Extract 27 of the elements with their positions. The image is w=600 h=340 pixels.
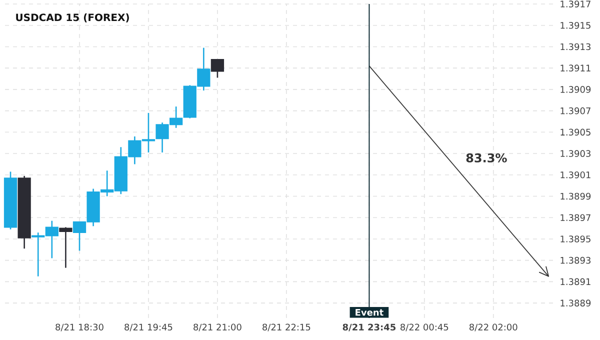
x-tick-label: 8/21 22:15	[262, 324, 310, 332]
y-tick-label: 1.3907	[560, 107, 590, 114]
ref-line-label: Event	[356, 309, 384, 316]
y-tick-label: 1.3899	[560, 192, 591, 200]
y-tick-label: 1.3901	[560, 171, 590, 178]
text: USDCAD 15 (FOREX)	[16, 13, 129, 22]
y-tick-label: 1.3897	[560, 214, 590, 222]
y-tick-label: 1.3911	[560, 64, 590, 72]
x-tick-label: 8/21 21:00	[194, 324, 242, 332]
annotation: 83.3%	[466, 153, 507, 162]
y-tick-label: 1.3905	[560, 128, 590, 136]
x-tick-label: 8/22 02:00	[469, 324, 518, 332]
x-tick-label: 8/21 19:45	[124, 324, 172, 332]
y-tick-label: 1.3891	[560, 278, 590, 286]
x-tick-label: 8/21 18:30	[56, 324, 104, 332]
y-tick-label: 1.3893	[560, 256, 590, 264]
x-tick-label: 8/22 00:45	[400, 324, 448, 332]
y-tick-label: 1.3913	[560, 43, 590, 50]
y-tick-label: 1.3889	[560, 300, 591, 306]
y-tick-label: 1.3915	[560, 22, 590, 29]
y-tick-label: 1.3903	[560, 150, 590, 157]
candlestick	[59, 226, 72, 268]
candlestick	[210, 58, 224, 78]
y-tick-label: 1.3917	[560, 0, 590, 8]
x-tick-label: 8/21 23:45	[342, 324, 396, 332]
y-tick-label: 1.3909	[560, 86, 591, 93]
y-tick-label: 1.3895	[560, 236, 590, 242]
